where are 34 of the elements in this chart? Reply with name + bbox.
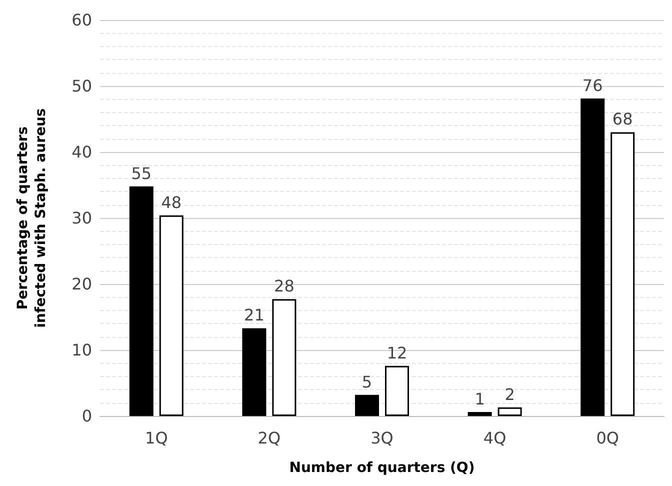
x-tick-label: 4Q [483, 428, 506, 448]
bar [242, 328, 266, 416]
bar [272, 299, 296, 416]
y-axis-title: Percentage of quarters infected with Staph. aureus [15, 108, 49, 328]
bar [159, 215, 184, 416]
annotation: 1 [474, 390, 485, 409]
x-tick-label: 3Q [370, 428, 394, 448]
bar [580, 98, 605, 416]
annotation: 28 [274, 276, 294, 296]
x-axis-title: Number of quarters (Q) [289, 460, 475, 476]
bar [610, 132, 635, 416]
y-tick-label: 30 [72, 208, 92, 228]
annotation: 21 [244, 306, 264, 325]
x-tick-label: 1Q [145, 428, 168, 448]
bar [129, 186, 154, 416]
y-tick-label: 50 [72, 76, 92, 96]
y-tick-label: 40 [72, 142, 92, 162]
x-tick-label: 0Q [596, 428, 619, 448]
annotation: 68 [612, 110, 633, 129]
x-tick-label: 2Q [258, 428, 281, 448]
y-tick-label: 10 [72, 340, 92, 360]
bar [355, 394, 379, 416]
y-tick-label: 60 [72, 10, 92, 30]
annotation: 48 [161, 192, 182, 212]
bar [468, 412, 492, 416]
annotation: 12 [386, 343, 408, 362]
annotation: 55 [131, 164, 152, 183]
annotation: 76 [582, 76, 603, 96]
annotation: 2 [504, 384, 515, 404]
annotation: 5 [362, 372, 372, 392]
y-tick-label: 0 [82, 406, 92, 426]
bar [498, 407, 522, 416]
bar [385, 366, 409, 416]
y-tick-label: 20 [72, 274, 92, 294]
